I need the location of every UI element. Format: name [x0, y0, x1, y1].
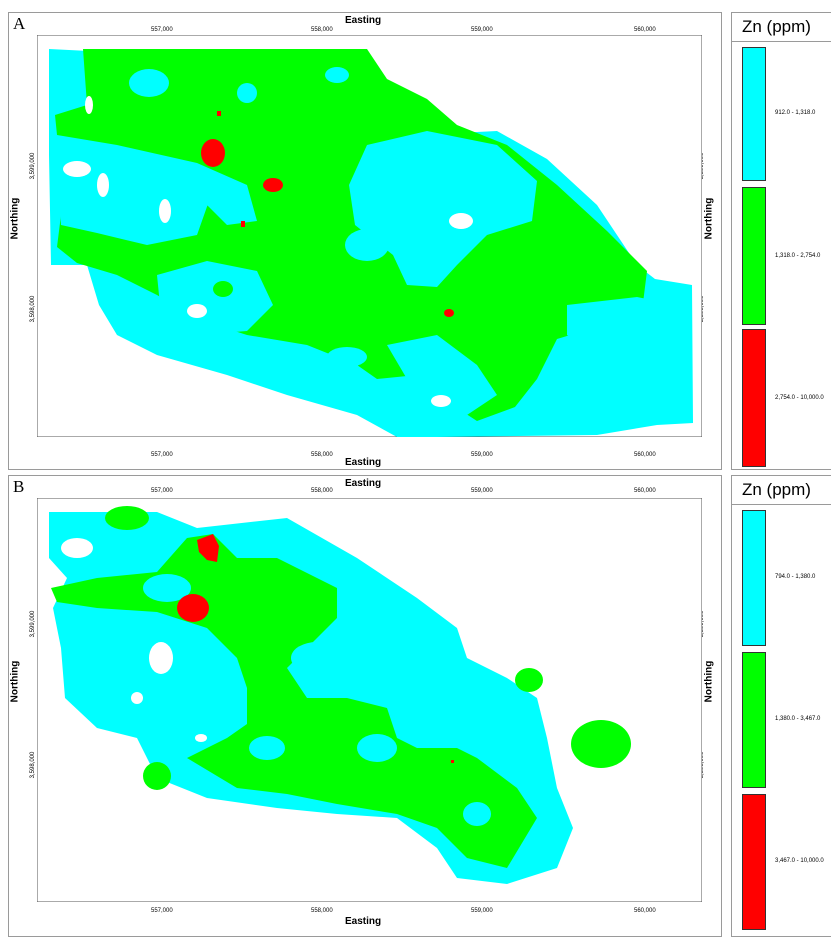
map-panel-a: A Easting 557,000 558,000 559,000 560,00… [8, 12, 722, 470]
x-tick-label: 560,000 [634, 452, 656, 458]
x-tick-label: 558,000 [311, 27, 333, 33]
x-tick-label: 560,000 [634, 488, 656, 494]
legend-swatch-mid [742, 187, 766, 325]
zn-high-anomaly [217, 111, 221, 116]
zn-mid-zone [515, 668, 543, 692]
zn-low-zone [249, 736, 285, 760]
no-data-gap [159, 199, 171, 223]
zn-mid-zone [571, 720, 631, 768]
zn-high-anomaly [241, 221, 245, 227]
no-data-gap [149, 642, 173, 674]
zn-contour-map-b [37, 498, 702, 902]
legend-divider [732, 41, 831, 42]
y-axis-title-left: Northing [9, 197, 21, 240]
legend-range-label: 794.0 - 1,380.0 [775, 574, 816, 580]
x-axis-title-top: Easting [345, 15, 382, 26]
zn-low-zone [325, 67, 349, 83]
legend-range-label: 1,318.0 - 2,754.0 [775, 253, 821, 259]
zn-low-zone [387, 335, 497, 415]
zn-low-zone [349, 131, 537, 287]
zn-high-anomaly [451, 760, 454, 763]
legend-divider [732, 504, 831, 505]
zn-low-zone [327, 347, 367, 367]
x-tick-label: 557,000 [151, 488, 173, 494]
legend-swatch-low [742, 47, 766, 181]
legend-title: Zn (ppm) [742, 480, 811, 499]
x-tick-label: 559,000 [471, 908, 493, 914]
zn-mid-zone [51, 534, 537, 868]
zn-low-zone [567, 297, 677, 355]
zn-low-zone [463, 802, 491, 826]
x-tick-label: 559,000 [471, 27, 493, 33]
zn-low-zone [291, 642, 343, 674]
x-tick-label: 557,000 [151, 27, 173, 33]
zn-low-zone [237, 83, 257, 103]
zn-mid-zone [465, 335, 493, 355]
y-tick-label: 3,599,000 [30, 610, 36, 638]
zn-low-zone [143, 574, 191, 602]
x-axis-title-bottom: Easting [345, 457, 382, 468]
y-tick-label: 3,599,000 [30, 152, 36, 180]
legend-range-label: 2,754.0 - 10,000.0 [775, 395, 824, 401]
legend-swatch-low [742, 510, 766, 646]
zn-high-anomaly [177, 594, 209, 622]
no-data-gap [449, 213, 473, 229]
no-data-gap [195, 734, 207, 742]
legend-swatch-high [742, 794, 766, 930]
y-tick-label: 3,598,000 [30, 751, 36, 779]
zn-high-anomaly [197, 534, 219, 562]
x-tick-label: 558,000 [311, 908, 333, 914]
no-data-gap [431, 395, 451, 407]
panel-label: B [13, 477, 25, 496]
zn-contour-map-a [37, 35, 702, 437]
zn-low-zone [57, 147, 209, 245]
zn-mid-zone [213, 281, 233, 297]
no-data-gap [97, 173, 109, 197]
map-panel-b: B Easting 557,000 558,000 559,000 560,00… [8, 475, 722, 937]
legend-b: Zn (ppm) 794.0 - 1,380.0 1,380.0 - 3,467… [731, 475, 831, 937]
x-tick-label: 559,000 [471, 488, 493, 494]
legend-range-label: 3,467.0 - 10,000.0 [775, 858, 824, 864]
legend-swatch-high [742, 329, 766, 467]
zn-low-zone [345, 229, 389, 261]
no-data-gap [85, 96, 93, 114]
zn-mid-zone [105, 506, 149, 530]
x-tick-label: 557,000 [151, 908, 173, 914]
no-data-gap [61, 538, 93, 558]
x-tick-label: 560,000 [634, 27, 656, 33]
x-tick-label: 560,000 [634, 908, 656, 914]
zn-low-zone [357, 734, 397, 762]
y-tick-label: 3,598,000 [30, 295, 36, 323]
legend-range-label: 912.0 - 1,318.0 [775, 110, 816, 116]
y-axis-title-left: Northing [9, 660, 21, 703]
legend-a: Zn (ppm) 912.0 - 1,318.0 1,318.0 - 2,754… [731, 12, 831, 470]
legend-swatch-mid [742, 652, 766, 788]
zn-high-anomaly [201, 139, 225, 167]
x-axis-title-top: Easting [345, 478, 382, 489]
y-axis-title-right: Northing [703, 660, 715, 703]
no-data-gap [187, 304, 207, 318]
x-tick-label: 558,000 [311, 452, 333, 458]
y-axis-title-right: Northing [703, 197, 715, 240]
x-axis-title-bottom: Easting [345, 916, 382, 927]
x-tick-label: 558,000 [311, 488, 333, 494]
zn-mid-zone [143, 762, 171, 790]
x-tick-label: 559,000 [471, 452, 493, 458]
no-data-gap [63, 161, 91, 177]
zn-low-zone [129, 69, 169, 97]
zn-low-zone [157, 261, 273, 335]
panel-label: A [13, 14, 26, 33]
legend-range-label: 1,380.0 - 3,467.0 [775, 716, 821, 722]
x-tick-label: 557,000 [151, 452, 173, 458]
zn-high-anomaly [263, 178, 283, 192]
legend-title: Zn (ppm) [742, 17, 811, 36]
zn-high-anomaly [444, 309, 454, 317]
no-data-gap [131, 692, 143, 704]
